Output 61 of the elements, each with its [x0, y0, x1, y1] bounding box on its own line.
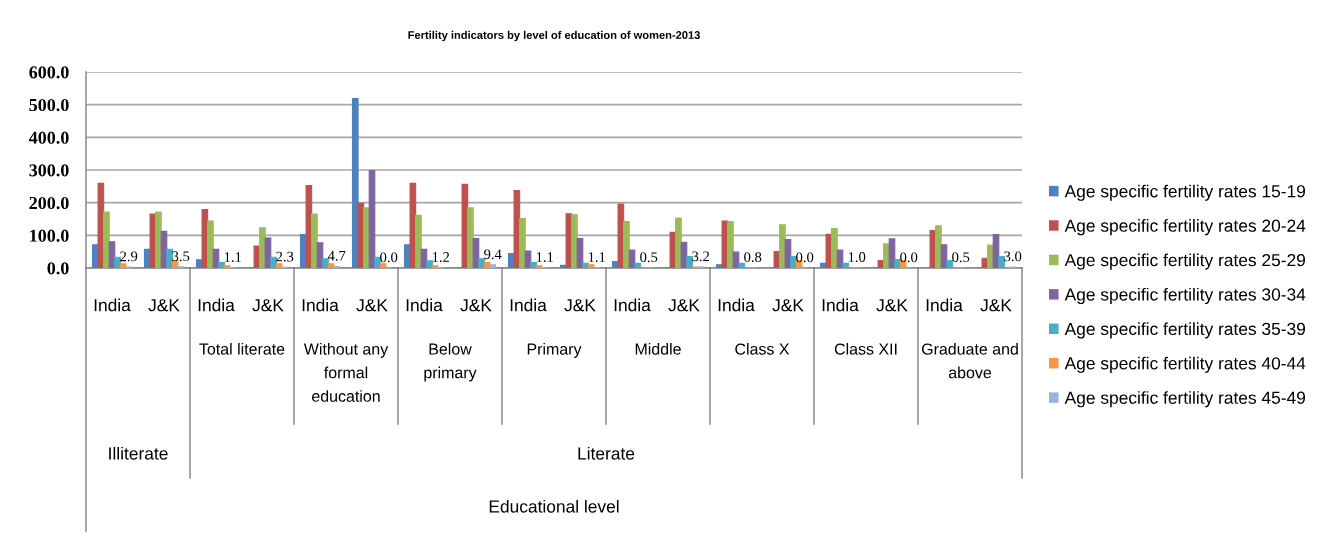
- x-tick-label: India: [94, 298, 131, 312]
- data-label: 1.1: [536, 252, 553, 262]
- x-tick-label: India: [510, 298, 547, 312]
- x-tick-label: India: [614, 298, 651, 312]
- y-tick-label: 400.0: [28, 131, 69, 144]
- data-label: 1.1: [588, 252, 605, 262]
- text: Class X: [735, 343, 790, 355]
- x-tick-label: J&K: [148, 299, 180, 312]
- data-label: 1.0: [848, 252, 866, 262]
- data-label: 0.0: [796, 252, 814, 263]
- data-label: 3.2: [692, 251, 710, 262]
- data-label: 4.7: [327, 250, 346, 261]
- data-label: 0.5: [640, 252, 658, 263]
- data-label: 1.1: [224, 252, 241, 262]
- x-tick-label: J&K: [252, 299, 284, 312]
- text: Educational level: [489, 499, 619, 513]
- data-label: 9.4: [484, 249, 502, 260]
- legend-label: Age specific fertility rates 20-24: [1064, 219, 1306, 236]
- legend-label: Age specific fertility rates 40-44: [1064, 356, 1306, 373]
- data-label: 2.9: [120, 251, 138, 262]
- x-tick-label: J&K: [980, 299, 1012, 312]
- x-tick-label: India: [926, 298, 963, 312]
- text: Primary: [527, 343, 582, 358]
- x-tick-label: J&K: [876, 299, 908, 312]
- text: Without any formal education: [303, 343, 389, 402]
- legend-label: Age specific fertility rates 30-34: [1064, 287, 1306, 305]
- x-tick-label: India: [198, 298, 235, 312]
- y-tick-label: 300.0: [29, 164, 69, 177]
- text: Illiterate: [109, 446, 168, 460]
- y-tick-label: 0.0: [47, 262, 69, 275]
- text: Middle: [635, 343, 681, 355]
- x-tick-label: J&K: [772, 299, 804, 312]
- y-tick-label: 200.0: [29, 196, 69, 210]
- text: Total literate: [199, 343, 285, 355]
- x-tick-label: India: [822, 298, 859, 312]
- y-tick-label: 100.0: [30, 229, 69, 242]
- x-tick-label: India: [406, 298, 443, 312]
- x-tick-label: India: [302, 298, 339, 312]
- data-label: 3.0: [1004, 251, 1022, 262]
- text: Below primary: [424, 343, 477, 382]
- legend-label: Age specific fertility rates 15-19: [1064, 184, 1306, 201]
- text: Literate: [578, 446, 635, 460]
- data-label: 0.0: [900, 252, 918, 263]
- x-tick-label: J&K: [356, 299, 388, 312]
- data-label: 0.5: [952, 252, 970, 263]
- x-tick-label: J&K: [564, 299, 596, 312]
- y-tick-label: 500.0: [29, 98, 69, 112]
- x-tick-label: J&K: [460, 299, 492, 312]
- legend-label: Age specific fertility rates 45-49: [1064, 391, 1306, 408]
- data-label: 0.8: [744, 252, 762, 263]
- x-tick-label: J&K: [668, 299, 700, 312]
- data-label: 0.0: [380, 252, 398, 263]
- text: Graduate and above: [921, 343, 1018, 379]
- data-label: 1.2: [432, 252, 450, 262]
- x-tick-label: India: [718, 298, 755, 312]
- data-label: 2.3: [276, 251, 294, 262]
- chart-title: Fertility indicators by level of education of women-2013: [408, 30, 700, 42]
- legend-label: Age specific fertility rates 25-29: [1064, 253, 1306, 270]
- legend-label: Age specific fertility rates 35-39: [1064, 322, 1306, 339]
- y-tick-label: 600.0: [29, 66, 69, 79]
- text: Class XII: [834, 343, 897, 355]
